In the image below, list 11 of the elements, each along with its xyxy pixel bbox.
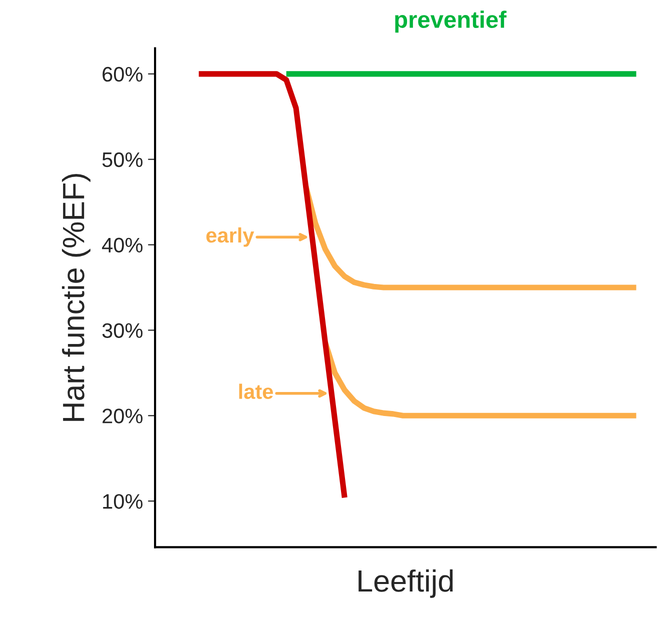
y-tick-label: 40% (102, 238, 143, 253)
y-tick-label: 10% (103, 494, 143, 509)
y-tick-label: 30% (102, 323, 143, 338)
y-tick-label: 50% (102, 152, 143, 168)
text: preventief (395, 10, 507, 33)
y-axis-title: Hart functie (%EF) (62, 174, 90, 421)
annotation: late (239, 384, 273, 400)
y-tick-label: 20% (102, 408, 143, 424)
x-axis-title: Leeftijd (358, 569, 453, 598)
y-tick-label: 60% (102, 66, 143, 82)
annotation: early (206, 227, 254, 247)
